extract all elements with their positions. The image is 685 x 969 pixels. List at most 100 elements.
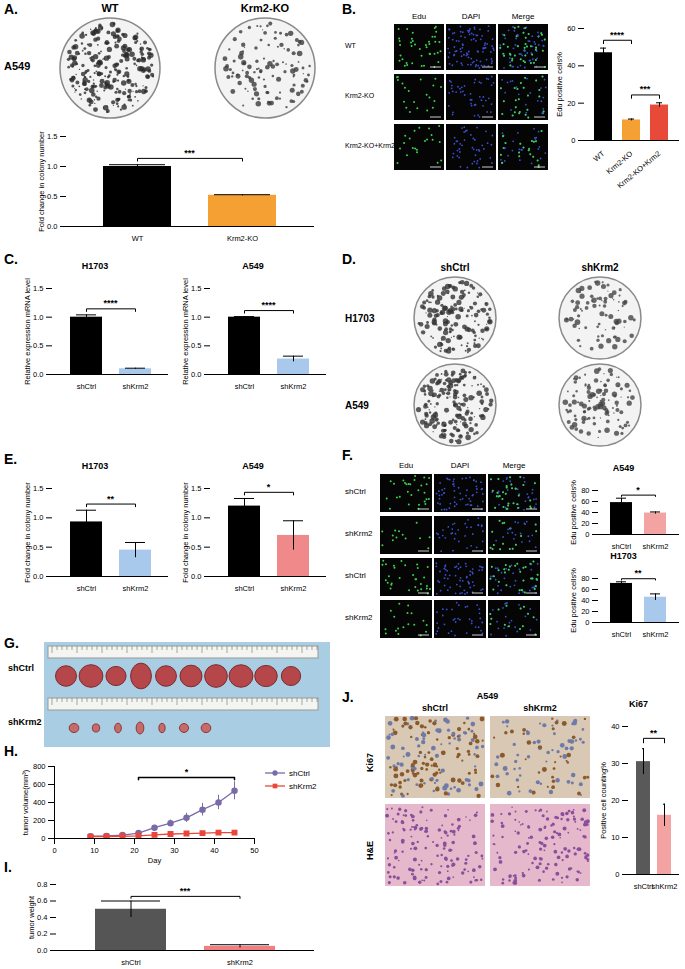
svg-text:1.0: 1.0: [47, 162, 57, 171]
svg-text:10: 10: [611, 833, 619, 842]
svg-text:0: 0: [615, 870, 619, 879]
svg-text:*: *: [185, 767, 189, 777]
svg-text:0.0: 0.0: [47, 222, 57, 231]
svg-text:50: 50: [250, 846, 258, 855]
svg-text:**: **: [634, 568, 642, 578]
svg-text:Fold change in colony number: Fold change in colony number: [181, 482, 190, 583]
svg-text:20: 20: [581, 607, 589, 616]
svg-text:1.0: 1.0: [33, 313, 43, 322]
svg-text:0.5: 0.5: [33, 341, 43, 350]
svg-text:****: ****: [103, 298, 118, 308]
svg-text:Fold change in colony number: Fold change in colony number: [37, 131, 46, 232]
svg-text:1.0: 1.0: [191, 513, 201, 522]
svg-text:40: 40: [611, 722, 619, 731]
svg-text:shKrm2: shKrm2: [281, 382, 307, 391]
svg-text:0.0: 0.0: [191, 572, 201, 581]
svg-text:0.0: 0.0: [33, 370, 43, 379]
svg-text:0.8: 0.8: [37, 880, 47, 889]
svg-text:WT: WT: [592, 149, 607, 164]
svg-text:1.0: 1.0: [191, 313, 201, 322]
svg-text:1.5: 1.5: [191, 284, 201, 293]
svg-text:10: 10: [90, 846, 98, 855]
svg-text:30: 30: [170, 846, 178, 855]
svg-text:shKrm2: shKrm2: [643, 630, 669, 639]
svg-text:80: 80: [581, 574, 589, 583]
svg-text:tumor weight: tumor weight: [27, 895, 36, 939]
svg-text:shKrm2: shKrm2: [652, 882, 678, 891]
svg-text:20: 20: [567, 99, 575, 108]
svg-text:shKrm2: shKrm2: [281, 584, 307, 593]
svg-text:1.5: 1.5: [191, 484, 201, 493]
svg-text:0.0: 0.0: [33, 572, 43, 581]
svg-text:shCtrl: shCtrl: [235, 584, 255, 593]
html-text:A.: A.: [4, 1, 18, 17]
svg-text:40: 40: [581, 596, 589, 605]
svg-text:0.2: 0.2: [37, 929, 47, 938]
svg-text:0.5: 0.5: [191, 543, 201, 552]
svg-text:Fold change in colony number: Fold change in colony number: [23, 482, 32, 583]
svg-text:200: 200: [33, 816, 46, 825]
svg-text:shKrm2: shKrm2: [643, 542, 669, 551]
svg-text:Krm2-KO+Krm2: Krm2-KO+Krm2: [616, 149, 663, 190]
svg-text:tumor volume(mm³): tumor volume(mm³): [21, 769, 30, 835]
svg-text:Relative expression mRNA level: Relative expression mRNA level: [181, 278, 190, 385]
svg-text:****: ****: [610, 30, 625, 40]
svg-text:shCtrl: shCtrl: [77, 584, 97, 593]
svg-text:800: 800: [33, 762, 46, 771]
svg-text:1.5: 1.5: [33, 484, 43, 493]
svg-text:400: 400: [33, 798, 46, 807]
svg-text:1.0: 1.0: [33, 513, 43, 522]
svg-text:0.5: 0.5: [47, 192, 57, 201]
svg-text:0.6: 0.6: [37, 896, 47, 905]
svg-text:shKrm2: shKrm2: [227, 958, 253, 967]
svg-text:**: **: [107, 494, 115, 504]
svg-text:shCtrl: shCtrl: [235, 382, 255, 391]
svg-text:60: 60: [581, 585, 589, 594]
svg-text:80: 80: [581, 486, 589, 495]
svg-text:0.4: 0.4: [37, 913, 47, 922]
svg-text:0: 0: [585, 530, 589, 539]
svg-text:60: 60: [581, 497, 589, 506]
svg-text:shCtrl: shCtrl: [612, 542, 632, 551]
svg-text:shKrm2: shKrm2: [123, 382, 149, 391]
svg-text:0: 0: [585, 618, 589, 627]
svg-text:0.0: 0.0: [191, 370, 201, 379]
svg-text:1.5: 1.5: [33, 284, 43, 293]
svg-text:0.5: 0.5: [191, 341, 201, 350]
svg-text:Day: Day: [148, 856, 162, 865]
html-text:G.: G.: [4, 635, 19, 651]
svg-text:shKrm2: shKrm2: [123, 584, 149, 593]
svg-text:**: **: [650, 728, 658, 738]
svg-text:0: 0: [52, 846, 56, 855]
svg-text:WT: WT: [132, 234, 144, 243]
svg-text:40: 40: [210, 846, 218, 855]
svg-text:Edu positive cells%: Edu positive cells%: [555, 52, 564, 117]
svg-text:0.0: 0.0: [37, 946, 47, 955]
svg-text:20: 20: [130, 846, 138, 855]
svg-text:***: ***: [640, 84, 651, 94]
svg-text:40: 40: [581, 508, 589, 517]
svg-text:Positive cell counting%: Positive cell counting%: [599, 762, 608, 839]
svg-text:shCtrl: shCtrl: [612, 630, 632, 639]
svg-text:1.5: 1.5: [47, 132, 57, 141]
svg-text:20: 20: [611, 796, 619, 805]
svg-text:30: 30: [611, 759, 619, 768]
svg-text:0.5: 0.5: [33, 543, 43, 552]
svg-text:*: *: [267, 482, 271, 492]
svg-text:***: ***: [184, 148, 195, 158]
svg-text:***: ***: [180, 886, 191, 896]
svg-text:Edu positive cells%: Edu positive cells%: [569, 480, 578, 545]
svg-text:*: *: [636, 485, 640, 495]
svg-text:shCtrl: shCtrl: [121, 958, 141, 967]
svg-text:0: 0: [571, 136, 575, 145]
svg-text:40: 40: [567, 61, 575, 70]
svg-text:shCtrl: shCtrl: [77, 382, 97, 391]
svg-text:Krm2-KO: Krm2-KO: [227, 234, 258, 243]
svg-text:0: 0: [41, 834, 45, 843]
svg-text:Edu positive cells%: Edu positive cells%: [569, 568, 578, 633]
svg-text:****: ****: [261, 300, 276, 310]
svg-text:20: 20: [581, 519, 589, 528]
svg-text:Relative expression mRNA level: Relative expression mRNA level: [23, 278, 32, 385]
svg-text:60: 60: [567, 24, 575, 33]
svg-text:600: 600: [33, 780, 46, 789]
